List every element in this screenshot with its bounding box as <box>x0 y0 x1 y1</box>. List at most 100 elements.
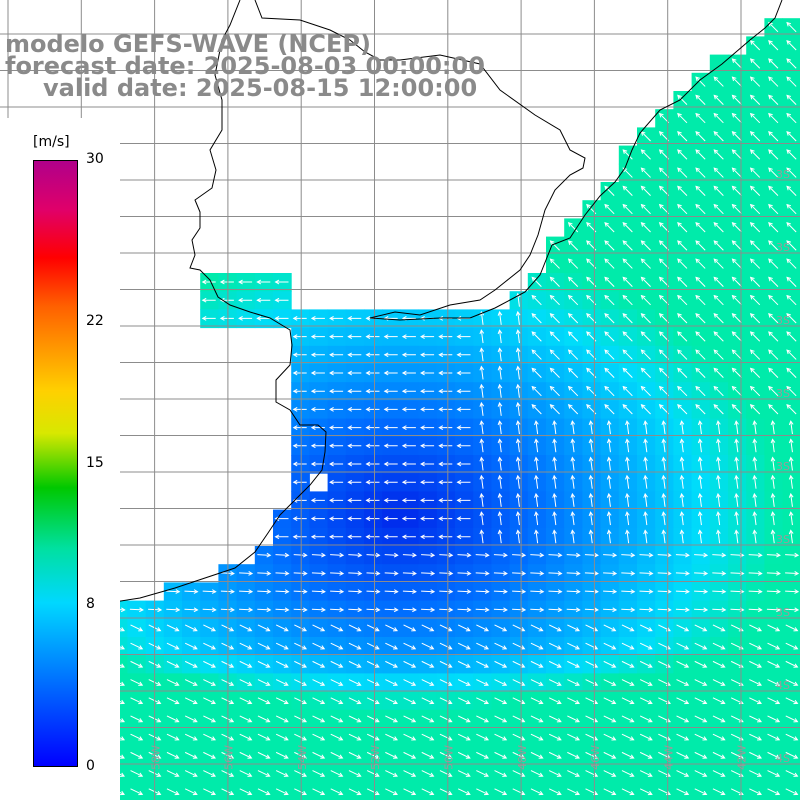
wind-arrow <box>456 479 471 485</box>
wind-arrow <box>515 438 521 453</box>
wind-arrow <box>640 404 651 415</box>
wind-arrow <box>294 642 307 650</box>
wind-arrow <box>515 511 521 526</box>
wind-arrow <box>695 185 706 196</box>
wind-arrow <box>401 443 416 449</box>
wind-arrow <box>695 94 706 105</box>
wind-arrow <box>203 770 216 777</box>
wind-arrow <box>184 624 198 632</box>
wind-arrow <box>604 258 615 269</box>
wind-arrow <box>768 240 779 251</box>
wind-arrow <box>257 788 271 796</box>
wind-arrow <box>347 479 362 485</box>
wind-arrow <box>786 240 797 251</box>
wind-arrow <box>768 404 779 415</box>
wind-arrow <box>640 222 651 233</box>
wind-arrow <box>676 697 690 705</box>
wind-arrow <box>294 660 307 668</box>
wind-arrow <box>330 751 344 759</box>
wind-arrow <box>420 407 435 412</box>
wind-arrow <box>401 516 416 521</box>
wind-arrow <box>786 94 797 105</box>
wind-arrow <box>785 751 799 759</box>
wind-arrow <box>770 438 776 453</box>
wind-arrow <box>749 222 761 233</box>
wind-arrow <box>366 697 380 705</box>
wind-arrow <box>567 276 579 287</box>
wind-arrow <box>239 788 253 796</box>
wind-arrow <box>584 589 599 594</box>
wind-arrow <box>257 697 271 705</box>
wind-arrow <box>292 443 307 449</box>
wind-arrow <box>621 751 635 759</box>
wind-arrow <box>310 352 325 358</box>
wind-arrow <box>694 733 708 741</box>
wind-arrow <box>675 571 690 576</box>
wind-arrow <box>734 511 739 526</box>
wind-arrow <box>494 624 508 632</box>
wind-arrow <box>403 751 417 759</box>
wind-arrow <box>531 349 542 360</box>
wind-arrow <box>348 770 362 777</box>
wind-arrow <box>329 461 344 467</box>
wind-arrow <box>694 770 708 777</box>
wind-arrow <box>421 660 435 668</box>
wind-arrow <box>694 751 708 759</box>
wind-arrow <box>384 589 399 594</box>
wind-arrow <box>439 589 454 594</box>
wind-arrow <box>752 511 758 526</box>
wind-arrow <box>311 589 326 594</box>
wind-arrow <box>603 642 617 650</box>
wind-arrow <box>785 697 799 705</box>
wind-arrow <box>625 492 630 507</box>
wind-arrow <box>292 516 307 521</box>
wind-arrow <box>347 443 362 449</box>
wind-arrow <box>130 751 144 759</box>
wind-arrow <box>731 404 742 415</box>
wind-arrow <box>567 331 579 342</box>
wind-arrow <box>548 589 563 594</box>
wind-arrow <box>130 733 144 741</box>
wind-arrow <box>439 788 453 796</box>
wind-arrow <box>588 492 594 507</box>
wind-arrow <box>420 534 435 540</box>
wind-arrow <box>716 420 721 435</box>
wind-arrow <box>476 715 489 723</box>
wind-arrow <box>788 529 794 544</box>
wind-arrow <box>713 385 724 397</box>
wind-arrow <box>275 788 289 796</box>
wind-arrow <box>479 310 485 325</box>
wind-arrow <box>530 697 544 705</box>
wind-arrow <box>695 112 706 124</box>
wind-arrow <box>695 258 706 269</box>
latitude-labels: 3S 3S 3S 3S 3S 3S 3S 4S 4S <box>776 168 790 765</box>
wind-arrow <box>712 715 726 723</box>
wind-arrow <box>695 313 706 324</box>
wind-arrow <box>588 420 594 435</box>
wind-arrow <box>657 607 672 613</box>
wind-arrow <box>534 438 539 453</box>
wind-arrow <box>639 642 653 650</box>
wind-arrow <box>275 607 290 613</box>
wind-arrow <box>606 474 612 489</box>
wind-arrow <box>476 660 489 668</box>
wind-arrow <box>312 751 326 759</box>
wind-arrow <box>731 149 742 160</box>
wind-arrow <box>749 203 761 215</box>
wind-arrow <box>570 474 576 489</box>
wind-arrow <box>676 751 690 759</box>
wind-arrow <box>403 788 417 796</box>
wind-arrow <box>588 456 594 471</box>
wind-arrow <box>677 112 688 124</box>
wind-arrow <box>184 715 198 723</box>
wind-arrow <box>531 331 542 342</box>
wind-arrow <box>366 679 380 686</box>
wind-arrow <box>677 131 688 142</box>
wind-arrow <box>330 733 344 741</box>
wind-arrow <box>584 552 599 558</box>
wind-arrow <box>383 534 398 540</box>
wind-arrow <box>567 624 580 632</box>
wind-arrow <box>530 751 544 759</box>
wind-arrow <box>643 511 648 526</box>
wind-arrow <box>457 571 472 576</box>
